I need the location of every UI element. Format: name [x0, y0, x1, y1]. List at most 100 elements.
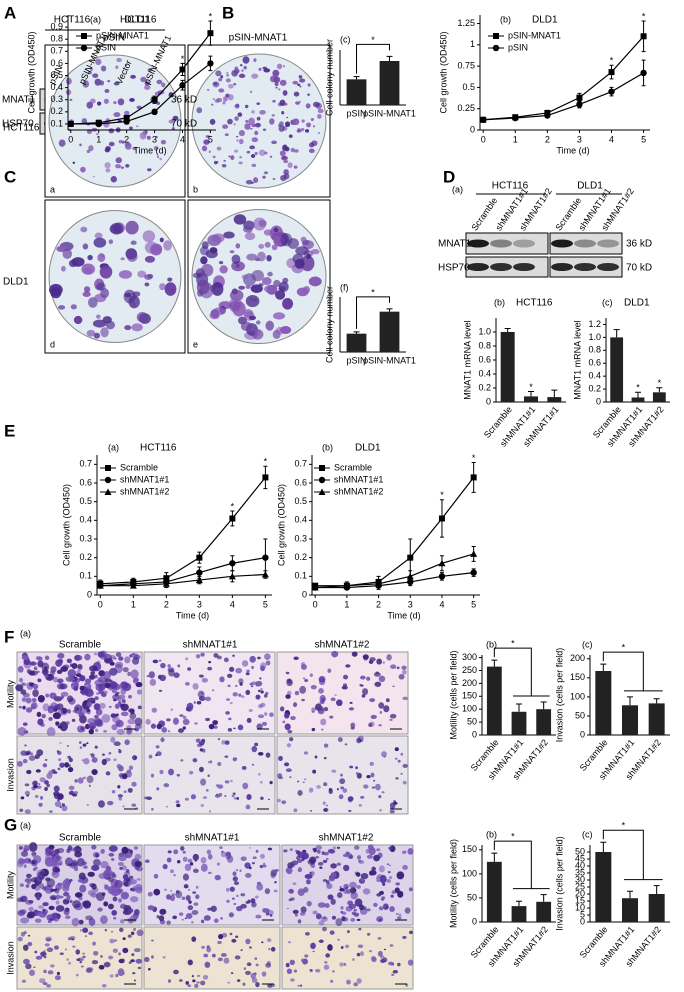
cell — [24, 744, 27, 747]
cell — [29, 670, 39, 676]
cell — [20, 750, 28, 756]
cell — [18, 705, 22, 709]
cell — [46, 727, 56, 737]
cell — [265, 320, 274, 331]
cell — [206, 849, 212, 855]
cell — [227, 981, 231, 984]
marker — [104, 488, 112, 495]
cell — [15, 684, 24, 692]
y-tick-label: 0.1 — [79, 571, 92, 581]
y-axis-label: Cell growth (OD450) — [26, 31, 36, 113]
cell — [296, 129, 302, 133]
cell — [26, 769, 32, 775]
cell — [111, 689, 118, 694]
cell — [223, 231, 235, 239]
cell — [336, 699, 343, 707]
series-line — [483, 72, 644, 121]
cell — [254, 130, 259, 136]
cell — [69, 98, 73, 102]
cell — [330, 872, 337, 878]
cell — [83, 286, 91, 293]
cell — [285, 768, 292, 773]
cell — [124, 64, 128, 67]
cell — [259, 109, 266, 115]
cell — [340, 905, 344, 910]
row-label: Motility — [5, 680, 15, 709]
cell — [245, 804, 251, 810]
cell — [300, 663, 307, 670]
y-tick-label: 0.6 — [478, 354, 491, 364]
cell — [57, 305, 66, 310]
cell — [353, 912, 360, 917]
cell — [178, 728, 184, 733]
cell — [320, 916, 328, 922]
y-tick-label: 0.1 — [294, 571, 307, 581]
cell — [110, 222, 124, 235]
cell — [294, 149, 299, 153]
cell — [122, 937, 126, 941]
cell — [31, 698, 37, 703]
cell — [79, 143, 82, 147]
cell — [360, 878, 365, 882]
cell — [87, 254, 93, 261]
cell — [265, 752, 271, 758]
chart-subtitle: HCT116 — [516, 298, 553, 309]
cell — [132, 972, 136, 975]
cell — [52, 676, 59, 683]
cell — [280, 233, 293, 247]
cell — [97, 907, 103, 912]
cell — [108, 239, 114, 245]
significance: * — [610, 56, 614, 66]
cell — [196, 743, 203, 748]
cell — [135, 861, 141, 867]
error-bar — [516, 900, 522, 907]
error-bar — [353, 331, 360, 334]
cell — [404, 907, 411, 914]
cell — [55, 900, 60, 905]
cell — [341, 917, 349, 922]
x-tick-label: 0 — [313, 599, 318, 609]
y-tick-label: 0.7 — [294, 459, 307, 469]
column-label: Scramble — [59, 833, 102, 844]
cell — [131, 781, 137, 787]
cell — [188, 900, 192, 904]
cell — [65, 77, 72, 85]
cell — [155, 745, 160, 749]
cell — [330, 979, 334, 983]
x-axis-label: Time (d) — [133, 145, 166, 155]
cell — [327, 944, 333, 951]
cell — [147, 967, 151, 971]
cell — [408, 930, 413, 935]
cell — [248, 847, 251, 849]
cell — [317, 114, 322, 119]
x-tick-label: 4 — [180, 134, 185, 144]
cell — [120, 919, 125, 924]
cell — [362, 888, 371, 895]
cell — [73, 654, 83, 661]
cell — [115, 164, 122, 169]
cell — [332, 970, 335, 973]
marker — [480, 116, 487, 123]
cell — [161, 726, 168, 733]
cell — [315, 913, 322, 920]
cell — [72, 900, 81, 909]
cell — [187, 959, 193, 966]
cell — [325, 953, 331, 958]
cell — [147, 891, 153, 897]
cell — [113, 741, 121, 747]
cell — [92, 319, 107, 328]
cell — [86, 775, 94, 784]
cell — [195, 894, 200, 900]
cell — [200, 804, 205, 808]
cell — [260, 796, 264, 800]
cell — [38, 978, 46, 984]
cell — [379, 711, 383, 714]
cell — [56, 750, 60, 753]
cell — [144, 282, 150, 287]
error-bar — [540, 701, 547, 710]
cell — [110, 736, 116, 743]
marker — [151, 108, 158, 116]
cell — [233, 881, 240, 886]
chart-subtitle: HCT116 — [120, 15, 157, 26]
cell — [257, 251, 266, 262]
